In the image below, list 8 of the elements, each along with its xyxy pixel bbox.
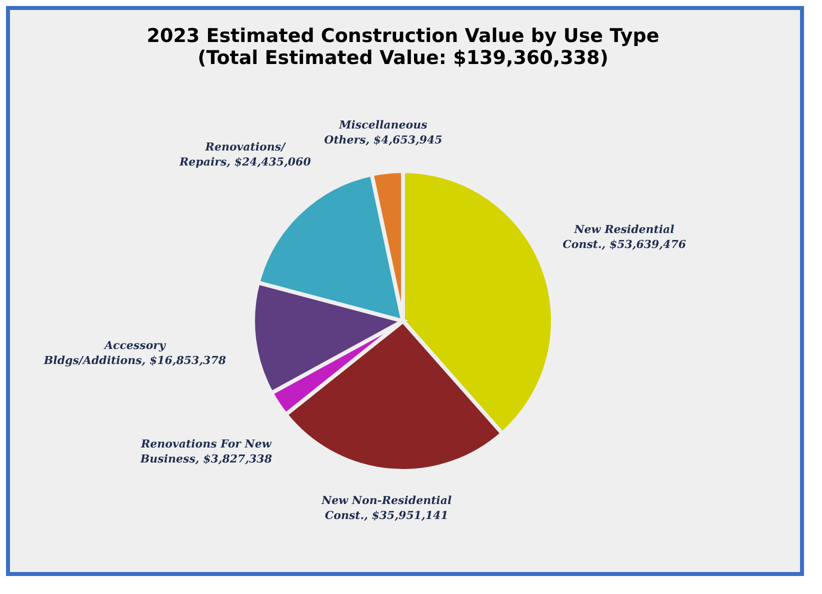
slice-label: New Residential Const., $53,639,476: [562, 222, 686, 251]
slice-label: Accessory Bldgs/Additions, $16,853,378: [42, 338, 226, 367]
slice-label: Miscellaneous Others, $4,653,945: [324, 118, 442, 146]
slice-label: New Non-Residential Const., $35,951,141: [320, 494, 452, 522]
chart-subtitle: (Total Estimated Value: $139,360,338): [198, 47, 608, 69]
slice-label: Renovations For New Business, $3,827,338: [139, 437, 272, 466]
chart-title: 2023 Estimated Construction Value by Use Type: [146, 25, 660, 47]
slice-label: Renovations/ Repairs, $24,435,060: [178, 140, 312, 169]
